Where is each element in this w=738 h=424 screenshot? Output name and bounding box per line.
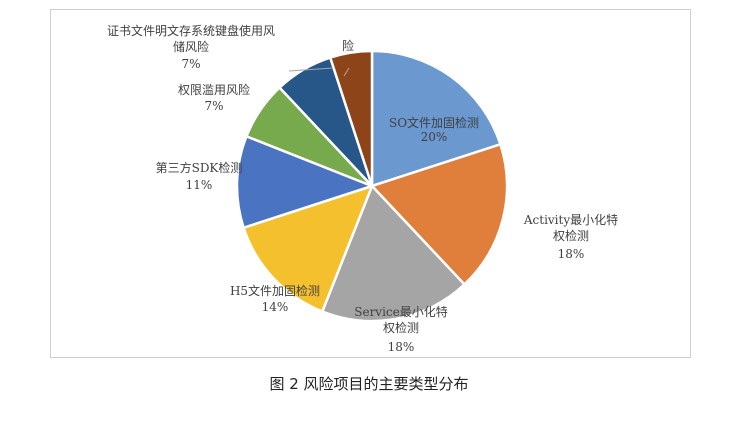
slice-percent-4: 11% <box>186 178 213 192</box>
slice-label-2-line-1: 权检测 <box>383 320 419 335</box>
slice-percent-1: 18% <box>558 247 585 261</box>
pie-slice-4 <box>235 134 376 230</box>
pie-slice-7 <box>328 49 374 187</box>
slice-percent-6: 7% <box>181 57 200 71</box>
slice-percent-0: 20% <box>421 130 448 144</box>
slice-label-2-line-0: Service最小化特 <box>354 304 448 319</box>
pie-slice-1 <box>369 142 509 287</box>
slice-label-4-line-0: 第三方SDK检测 <box>156 160 243 175</box>
pie-chart: SO文件加固检测20%Activity最小化特权检测18%Service最小化特… <box>107 23 618 354</box>
leader-line-blue <box>288 67 334 72</box>
slice-label-3-line-0: H5文件加固检测 <box>230 283 320 298</box>
slice-label-5-line-0: 权限滥用风险 <box>178 82 250 97</box>
pie-slice-0 <box>370 49 502 188</box>
slice-percent-5: 7% <box>204 99 223 113</box>
leader-line-brown <box>343 67 350 77</box>
slice-label-1-line-0: Activity最小化特 <box>523 212 618 227</box>
slice-label-6-line-0: 证书文件明文存系统键盘使用风 <box>107 23 275 38</box>
slice-percent-3: 14% <box>262 300 289 314</box>
chart-frame: SO文件加固检测 20% Activity最小化特 权检测 18% Service最小化特… <box>50 9 691 358</box>
slice-percent-2: 18% <box>388 340 415 354</box>
slice-label-7-line-0: 险 <box>342 38 354 53</box>
pie-slice-2 <box>320 183 467 323</box>
figure-caption: 图 2 风险项目的主要类型分布 <box>269 375 469 393</box>
slice-label-6-line-1: 储风险 <box>173 39 209 54</box>
slice-label-1-line-1: 权检测 <box>553 228 589 243</box>
slice-label-0-line-0: SO文件加固检测 <box>389 115 479 130</box>
